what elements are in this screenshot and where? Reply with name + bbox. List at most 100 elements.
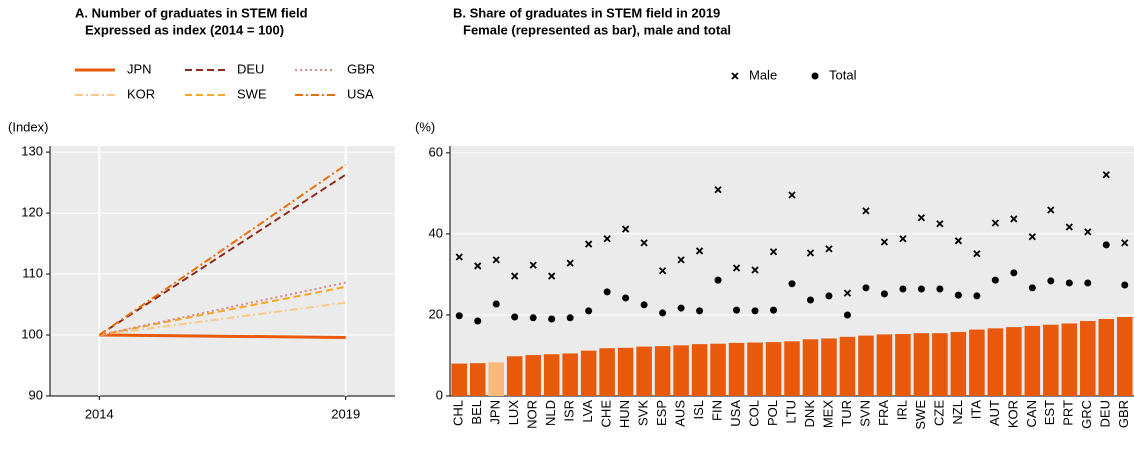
legend-label: GBR [347, 61, 375, 76]
x-tick-label: AUS [673, 400, 688, 427]
line [98, 173, 347, 336]
total-marker [862, 284, 870, 292]
total-marker [733, 306, 741, 314]
male-marker [1102, 171, 1110, 179]
total-marker [1121, 281, 1129, 289]
x-tick-label: MEX [820, 400, 835, 429]
bar [876, 334, 893, 396]
bar [969, 329, 985, 396]
line [99, 281, 346, 337]
bar [654, 346, 671, 396]
bar [710, 343, 726, 396]
line [99, 301, 346, 337]
bar [1024, 325, 1041, 396]
y-tick-label: 20 [429, 306, 443, 321]
bar [802, 339, 819, 396]
total-marker [492, 300, 500, 308]
total-marker [585, 307, 593, 315]
bar [1098, 319, 1115, 396]
x-tick-label: NLD [543, 400, 558, 426]
male-marker [529, 261, 537, 269]
male-marker [511, 272, 519, 280]
total-marker [696, 307, 704, 315]
bar [932, 333, 948, 396]
male-marker [1047, 206, 1055, 214]
y-tick-label: 110 [22, 265, 43, 280]
male-marker [695, 247, 704, 255]
y-tick-label: 0 [436, 387, 443, 402]
total-marker [806, 296, 814, 304]
x-tick-label: 2019 [331, 406, 360, 421]
male-marker [677, 256, 685, 264]
male-marker [806, 249, 815, 257]
bar [506, 356, 523, 396]
x-tick-label: GBR [1116, 400, 1131, 428]
x-tick-label: ISL [691, 400, 706, 420]
x-tick-label: 2014 [85, 406, 114, 421]
total-marker [1102, 241, 1110, 249]
y-axis-label: (%) [415, 119, 435, 134]
x-tick-label: JPN [488, 400, 503, 425]
bar [1116, 316, 1133, 396]
y-tick-label: 100 [21, 326, 43, 341]
total-marker [1010, 269, 1018, 277]
total-marker [1065, 279, 1073, 287]
legend-label: Male [749, 67, 777, 82]
total-marker [1084, 279, 1092, 287]
x-tick-label: AUT [987, 400, 1002, 426]
bar [599, 348, 615, 396]
y-tick-label: 90 [29, 387, 43, 402]
total-marker [770, 306, 778, 314]
male-marker [732, 264, 741, 272]
male-marker [714, 186, 722, 194]
x-tick-label: COL [746, 400, 761, 427]
total-marker [640, 301, 648, 309]
bar [1006, 327, 1022, 396]
x-tick-label: FRA [876, 400, 891, 426]
bar [987, 328, 1004, 396]
total-marker [899, 285, 907, 293]
bar [765, 342, 782, 396]
chart-subtitle: Expressed as index (2014 = 100) [85, 22, 284, 37]
male-marker [769, 248, 778, 256]
male-marker [899, 235, 907, 243]
bar [580, 350, 597, 396]
x-tick-label: CHE [599, 400, 614, 428]
total-marker [917, 285, 925, 293]
x-tick-label: LVA [580, 400, 595, 423]
legend-label: SWE [237, 86, 267, 101]
bar [451, 363, 468, 396]
plot-area [50, 146, 395, 396]
bar [821, 338, 837, 396]
x-tick-label: USA [728, 400, 743, 427]
x-tick-label: ITA [968, 400, 983, 420]
x-tick-label: SWE [913, 400, 928, 430]
bar [543, 354, 560, 396]
bar [525, 355, 541, 396]
total-marker [511, 313, 519, 321]
y-tick-label: 130 [21, 144, 43, 159]
x-tick-label: HUN [617, 400, 632, 428]
x-tick-label: NZL [950, 400, 965, 425]
line [98, 164, 347, 336]
y-tick-label: 120 [21, 205, 43, 220]
total-marker [973, 292, 981, 300]
x-tick-label: LTU [783, 400, 798, 424]
legend-label: KOR [127, 86, 155, 101]
total-marker [455, 312, 463, 320]
male-marker [954, 237, 963, 245]
male-marker [1010, 215, 1018, 223]
total-marker [880, 290, 888, 298]
total-marker [991, 276, 999, 284]
bar [691, 344, 708, 396]
bar [488, 362, 504, 396]
x-tick-label: LUX [506, 400, 521, 426]
bar [950, 331, 967, 396]
male-marker [621, 225, 630, 233]
male-marker [1028, 233, 1036, 241]
total-marker [622, 294, 630, 302]
x-tick-label: ISR [562, 400, 577, 422]
bar [784, 341, 800, 396]
x-tick-label: POL [765, 400, 780, 426]
